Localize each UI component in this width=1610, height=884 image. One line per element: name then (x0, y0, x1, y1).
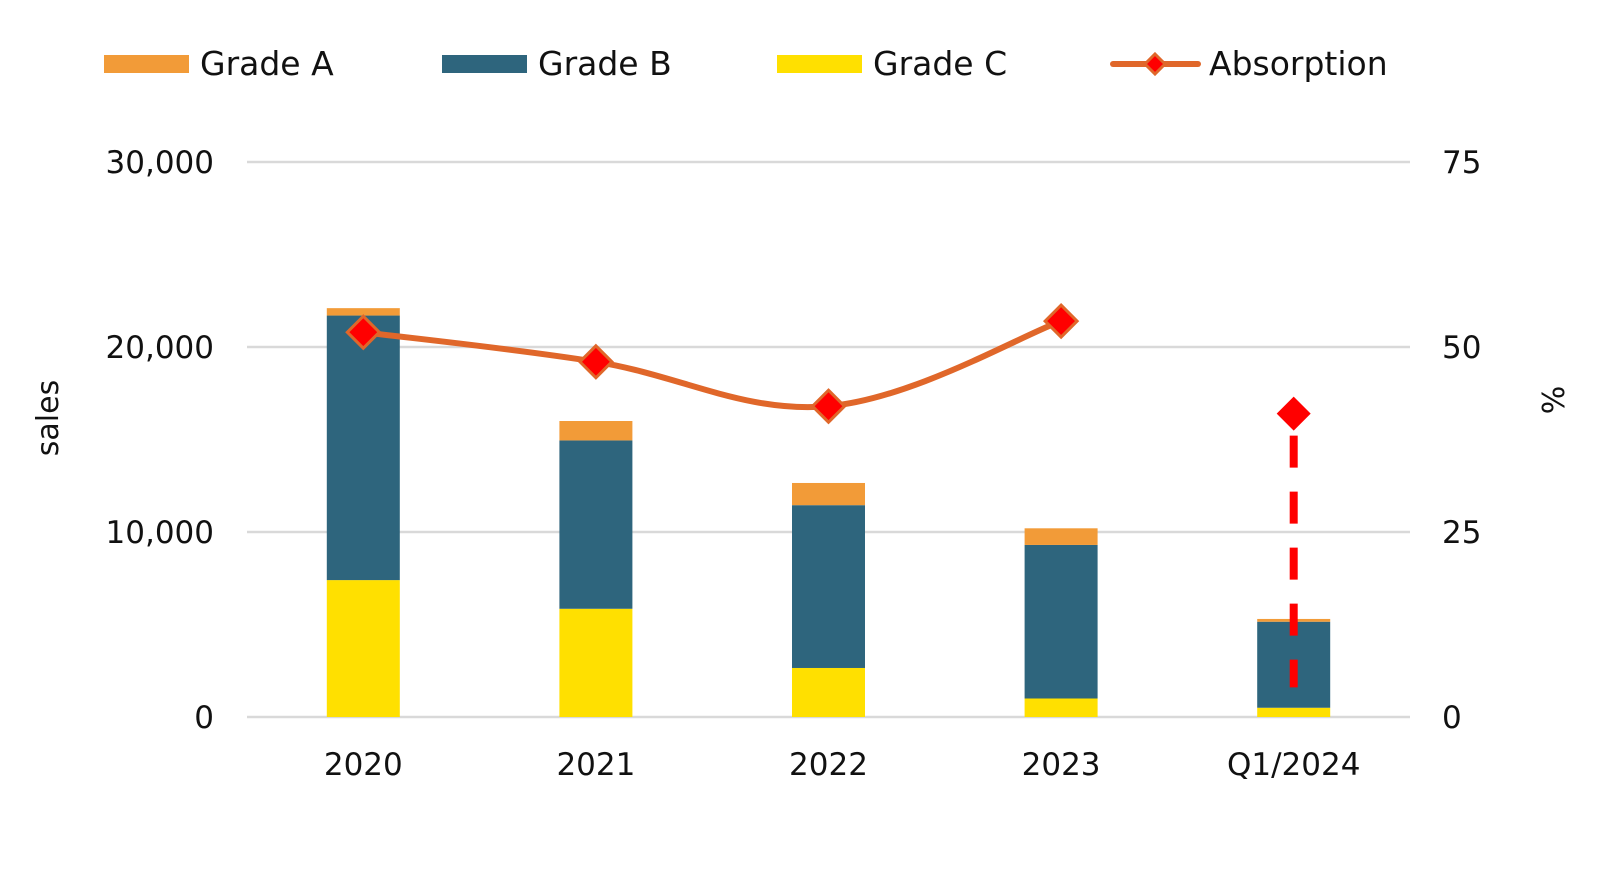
legend-label: Grade B (538, 44, 672, 83)
legend-label: Absorption (1209, 44, 1388, 83)
bar-grade-b-2020 (326, 315, 400, 581)
legend-diamond-icon (1142, 51, 1168, 77)
x-axis: 2020 2021 2022 2023 Q1/2024 (324, 747, 1361, 783)
bar-grade-b-2023 (1024, 544, 1098, 699)
x-tick-label: 2023 (1022, 747, 1101, 783)
legend-item-grade-c: Grade C (777, 44, 1007, 83)
y-left-tick-label: 10,000 (106, 515, 214, 551)
y-left-tick-label: 0 (194, 700, 214, 736)
legend-swatch-grade-c (777, 55, 862, 73)
legend-label: Grade C (873, 44, 1007, 83)
absorption-marker-2021 (577, 343, 615, 380)
absorption-line-layer (345, 302, 1311, 688)
absorption-marker-2023 (1042, 302, 1080, 340)
y-left-axis: 0 10,000 20,000 30,000 (106, 145, 214, 736)
bar-grade-c-2022 (792, 667, 865, 717)
bar-grade-a-2020 (326, 308, 400, 316)
y-right-tick-label: 50 (1442, 330, 1481, 366)
legend-item-absorption: Absorption (1110, 44, 1388, 83)
bar-grade-c-2020 (326, 580, 400, 717)
x-tick-label: 2022 (789, 747, 868, 783)
bar-grade-c-q1-2024 (1257, 707, 1331, 717)
y-right-axis-title: % (1534, 386, 1569, 415)
y-right-tick-label: 0 (1442, 700, 1462, 736)
y-right-tick-label: 75 (1442, 145, 1481, 181)
bar-grade-a-2023 (1024, 528, 1098, 545)
absorption-marker-q1-2024 (1276, 396, 1311, 431)
y-right-tick-label: 25 (1442, 515, 1481, 551)
absorption-marker-2020 (345, 314, 382, 351)
absorption-marker-2022 (810, 388, 847, 425)
legend-swatch-grade-b (442, 55, 527, 73)
legend-item-grade-a: Grade A (104, 44, 334, 83)
bar-grade-b-2022 (792, 505, 865, 668)
x-tick-label: Q1/2024 (1227, 747, 1360, 783)
legend-item-grade-b: Grade B (442, 44, 672, 83)
bar-grade-c-2023 (1024, 698, 1098, 717)
y-left-tick-label: 30,000 (106, 145, 214, 181)
bar-grade-a-2022 (792, 482, 865, 506)
y-left-axis-title: sales (31, 380, 66, 456)
legend-swatch-grade-a (104, 55, 189, 73)
bar-grade-c-2021 (559, 608, 633, 717)
y-right-axis: 0 25 50 75 (1442, 145, 1481, 736)
x-tick-label: 2021 (556, 747, 635, 783)
x-tick-label: 2020 (324, 747, 403, 783)
bar-grade-b-2021 (559, 440, 633, 609)
y-left-tick-label: 20,000 (106, 330, 214, 366)
absorption-line (360, 318, 1065, 411)
bar-grade-a-2021 (559, 421, 633, 441)
bars (326, 308, 1331, 717)
legend: Grade A Grade B Grade C Absorption (104, 44, 1388, 83)
legend-label: Grade A (200, 44, 334, 83)
